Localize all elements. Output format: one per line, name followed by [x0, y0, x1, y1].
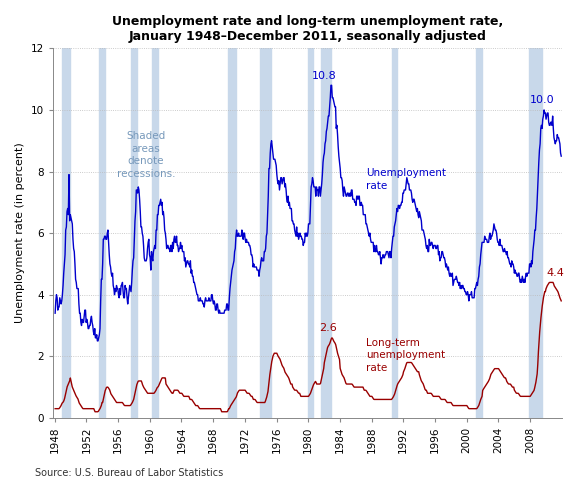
Bar	[99, 48, 105, 418]
Text: Shaded
areas
denote
recessions.: Shaded areas denote recessions.	[117, 131, 175, 179]
Text: Long-term
unemployment
rate: Long-term unemployment rate	[366, 338, 445, 373]
Text: Unemployment
rate: Unemployment rate	[366, 168, 446, 191]
Bar	[62, 48, 70, 418]
Bar	[476, 48, 482, 418]
Text: 4.4: 4.4	[546, 268, 564, 278]
Text: Source: U.S. Bureau of Labor Statistics: Source: U.S. Bureau of Labor Statistics	[35, 467, 223, 478]
Text: 10.8: 10.8	[311, 71, 336, 81]
Bar	[308, 48, 313, 418]
Bar	[229, 48, 236, 418]
Bar	[392, 48, 397, 418]
Bar	[153, 48, 158, 418]
Text: 2.6: 2.6	[319, 323, 337, 333]
Text: 10.0: 10.0	[530, 95, 554, 105]
Bar	[321, 48, 331, 418]
Y-axis label: Unemployment rate (in percent): Unemployment rate (in percent)	[15, 143, 25, 324]
Title: Unemployment rate and long-term unemployment rate,
January 1948–December 2011, s: Unemployment rate and long-term unemploy…	[112, 15, 503, 43]
Bar	[529, 48, 542, 418]
Bar	[260, 48, 271, 418]
Bar	[130, 48, 137, 418]
